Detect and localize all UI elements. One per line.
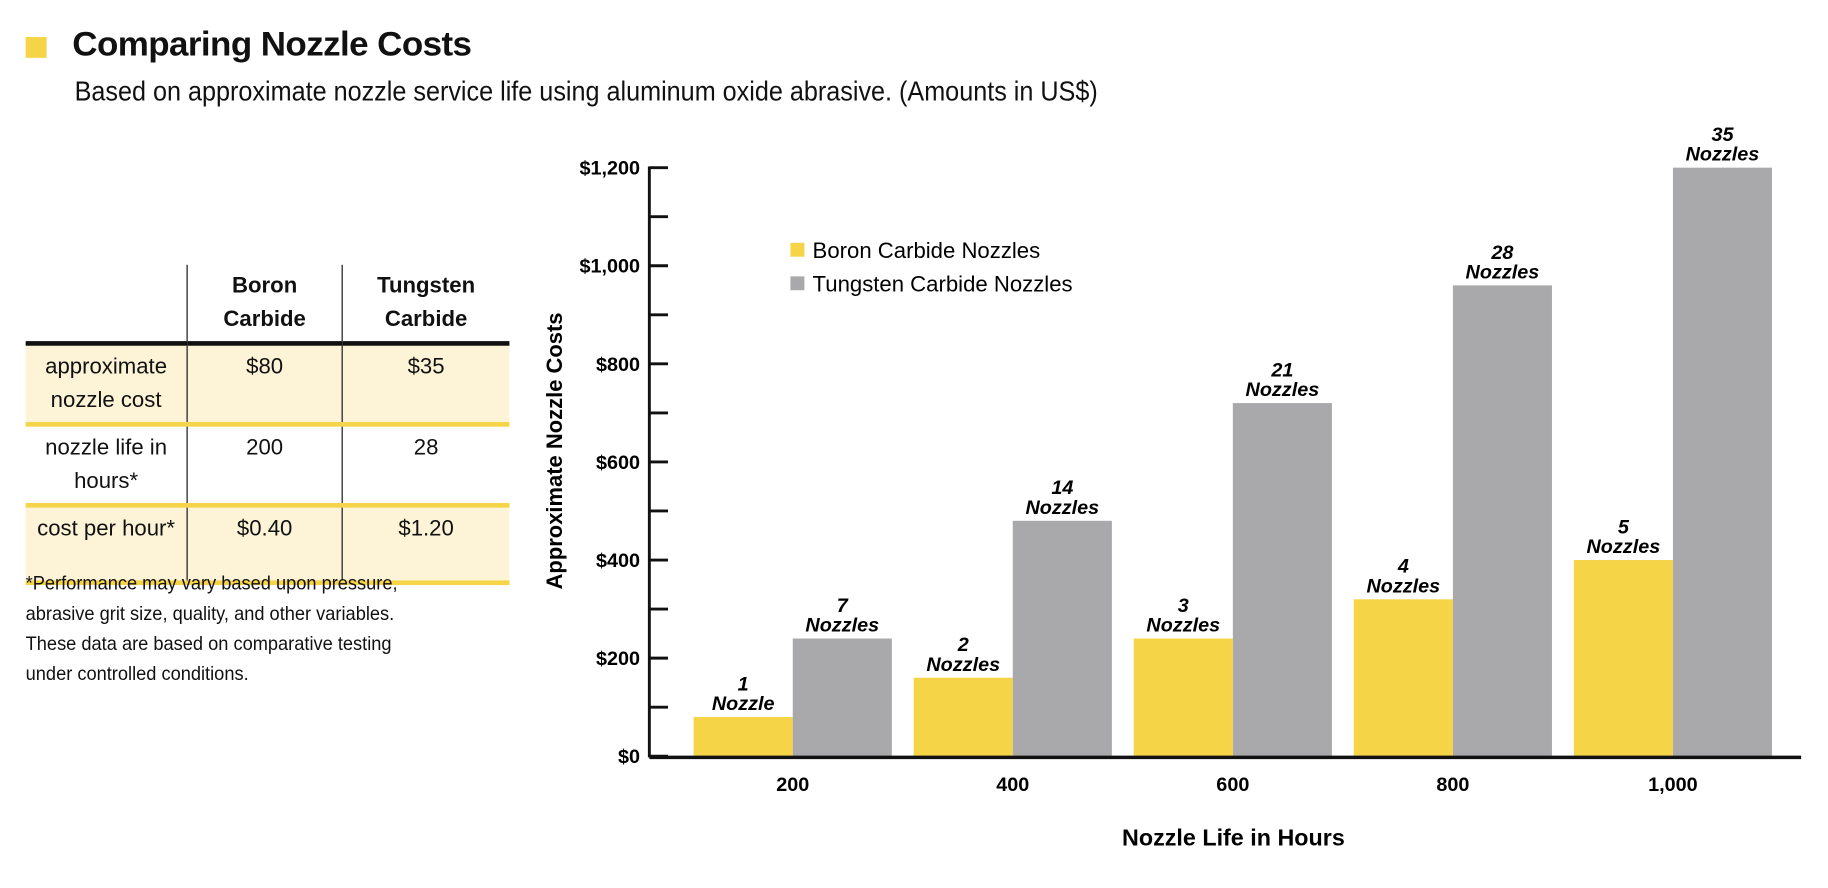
bar-tungsten	[1232, 403, 1332, 757]
table-row: cost per hour* $0.40 $1.20	[25, 505, 510, 586]
bar-label-count: 35	[1711, 124, 1734, 146]
bar-label-count: 28	[1490, 242, 1513, 264]
x-tick-label: 400	[996, 774, 1029, 796]
bar-boron	[913, 677, 1013, 757]
y-tick-label: $600	[596, 452, 640, 474]
cell-tungsten: 28	[341, 424, 510, 508]
cost-table: Boron Carbide Tungsten Carbide approxima…	[25, 264, 510, 586]
y-tick-label: $0	[618, 746, 640, 768]
bar-tungsten	[792, 638, 892, 757]
bar-tungsten	[1672, 167, 1773, 757]
bar-label-count: 5	[1618, 517, 1630, 539]
row-label: nozzle life in hours*	[25, 424, 188, 508]
row-label: approximate nozzle cost	[25, 343, 188, 427]
table-row: nozzle life in hours* 200 28	[25, 424, 510, 508]
bar-label-count: 1	[738, 673, 749, 695]
bar-label-count: 7	[837, 595, 849, 617]
legend-label-tungsten: Tungsten Carbide Nozzles	[813, 271, 1073, 296]
footnote-line: abrasive grit size, quality, and other v…	[25, 602, 395, 625]
cell-boron: 200	[186, 424, 343, 508]
cell-boron: $80	[186, 343, 343, 427]
bar-tungsten	[1452, 285, 1552, 757]
x-tick-label: 1,000	[1648, 774, 1698, 796]
bar-label-unit: Nozzles	[1366, 575, 1440, 597]
table-row: approximate nozzle cost $80 $35	[25, 343, 510, 427]
footnote-line: under controlled conditions.	[25, 662, 249, 685]
bar-boron	[693, 716, 793, 757]
cell-tungsten: $35	[341, 343, 510, 427]
x-tick-label: 800	[1436, 774, 1469, 796]
bar-label-unit: Nozzles	[1246, 379, 1320, 401]
bar-boron	[1573, 560, 1673, 757]
x-axis-label: Nozzle Life in Hours	[1122, 824, 1345, 850]
y-tick-label: $1,200	[579, 158, 640, 180]
bar-boron	[1353, 599, 1453, 757]
bar-label-count: 4	[1397, 556, 1409, 578]
page-title: Comparing Nozzle Costs	[72, 25, 472, 64]
table-header-blank	[25, 264, 188, 346]
legend-swatch-boron	[790, 242, 805, 257]
footnote-line: These data are based on comparative test…	[25, 632, 392, 655]
y-tick-label: $200	[596, 648, 640, 670]
bar-label-count: 2	[957, 634, 969, 656]
legend-label-boron: Boron Carbide Nozzles	[813, 238, 1041, 263]
bar-label-count: 3	[1178, 595, 1189, 617]
table-header-tungsten: Tungsten Carbide	[341, 264, 510, 346]
footnote: *Performance may vary based upon pressur…	[26, 569, 444, 689]
cell-tungsten: $1.20	[341, 505, 510, 586]
bar-label-unit: Nozzles	[1587, 536, 1661, 558]
bar-boron	[1133, 638, 1233, 757]
bar-label-count: 14	[1051, 477, 1073, 499]
cell-boron: $0.40	[186, 505, 343, 586]
bar-label-unit: Nozzles	[926, 654, 1000, 676]
bar-label-unit: Nozzles	[1025, 497, 1099, 519]
y-tick-label: $800	[596, 354, 640, 376]
footnote-line: *Performance may vary based upon pressur…	[25, 572, 398, 595]
bar-label-unit: Nozzles	[1466, 262, 1540, 284]
bar-label-unit: Nozzle	[712, 693, 775, 715]
y-tick-label: $400	[596, 550, 640, 572]
legend: Boron Carbide Nozzles Tungsten Carbide N…	[790, 238, 1073, 296]
bar-label-unit: Nozzles	[805, 615, 879, 637]
legend-swatch-tungsten	[790, 276, 805, 291]
bar-label-count: 21	[1270, 360, 1293, 382]
bar-tungsten	[1012, 520, 1112, 757]
table-header-boron: Boron Carbide	[186, 264, 343, 346]
bar-label-unit: Nozzles	[1686, 144, 1760, 166]
title-marker	[25, 37, 47, 58]
page-subtitle: Based on approximate nozzle service life…	[74, 76, 1098, 108]
y-tick-label: $1,000	[579, 256, 640, 278]
y-axis-label: Approximate Nozzle Costs	[542, 312, 567, 589]
x-tick-label: 200	[776, 774, 809, 796]
x-tick-label: 600	[1216, 774, 1249, 796]
row-label: cost per hour*	[25, 505, 188, 586]
bar-label-unit: Nozzles	[1146, 615, 1220, 637]
